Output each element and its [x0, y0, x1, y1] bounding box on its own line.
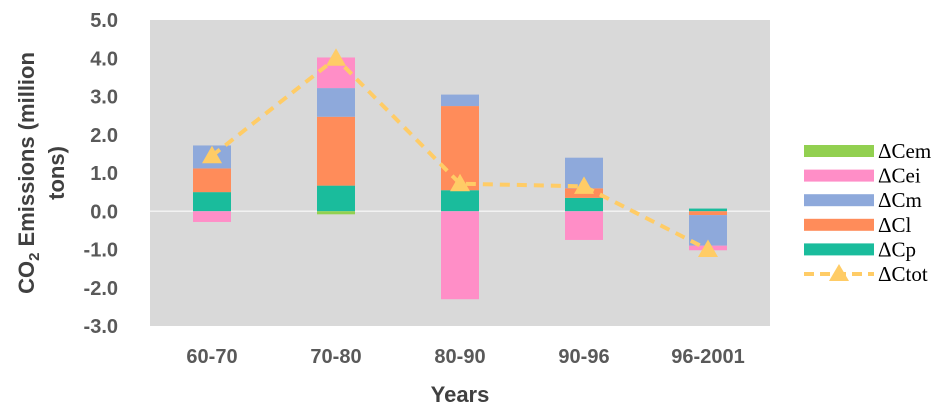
legend-label: ΔCei [878, 164, 921, 188]
y-axis-title-main: CO [14, 261, 39, 294]
total-line-path [210, 55, 709, 252]
total-point [202, 145, 222, 164]
legend-label: ΔCp [878, 237, 916, 261]
legend-swatch [804, 194, 874, 207]
bar-segment [565, 211, 603, 240]
total-point [326, 48, 346, 66]
bar-segment [317, 185, 355, 212]
y-tick-label: 4.0 [90, 48, 118, 70]
x-tick-label: 80-90 [434, 346, 485, 368]
total-line [202, 48, 718, 257]
bar-segment [317, 88, 355, 117]
bar-segment [441, 94, 479, 107]
bar-segment [317, 116, 355, 186]
legend-swatch [804, 218, 874, 231]
legend-label: ΔCem [878, 139, 931, 163]
x-tick-label: 96-2001 [671, 346, 744, 368]
x-tick-label: 90-96 [558, 346, 609, 368]
y-tick-label: -1.0 [84, 240, 118, 262]
y-axis-title-rest: Emissions (million [14, 52, 39, 252]
y-tick-label: 1.0 [90, 163, 118, 185]
bar-segment [441, 211, 479, 300]
y-tick-label: 2.0 [90, 125, 118, 147]
x-axis-ticks: 60-70 70-80 80-90 90-96 96-2001 [186, 346, 744, 368]
legend-label: ΔCm [878, 188, 922, 212]
y-tick-label: 0.0 [90, 201, 118, 223]
bar-segment [193, 168, 231, 193]
x-tick-label: 60-70 [186, 346, 237, 368]
y-tick-label: 3.0 [90, 87, 118, 109]
y-axis-title-line2: tons) [44, 146, 69, 200]
legend-swatch [804, 145, 874, 157]
bar-segment [441, 190, 479, 212]
total-point [574, 176, 594, 194]
y-tick-label: 5.0 [90, 10, 118, 32]
bar-segment [565, 197, 603, 212]
bars [193, 57, 727, 300]
bar-segment [317, 211, 355, 215]
y-tick-label: -2.0 [84, 278, 118, 300]
y-axis-title: CO2 Emissions (million tons) [14, 52, 69, 294]
y-axis-title-subscript: 2 [26, 253, 43, 261]
legend-swatch [804, 169, 874, 182]
y-tick-label: -3.0 [84, 316, 118, 338]
bar-segment [689, 208, 727, 212]
x-axis-title: Years [431, 382, 490, 407]
legend-label: ΔCl [878, 213, 912, 237]
x-tick-label: 70-80 [310, 346, 361, 368]
y-axis-ticks: -3.0 -2.0 -1.0 0.0 1.0 2.0 3.0 4.0 5.0 [84, 10, 118, 338]
legend-swatch [804, 243, 874, 256]
bar-segment [193, 211, 231, 222]
legend-line-marker [829, 264, 849, 281]
bar-segment [193, 192, 231, 212]
total-point [698, 239, 718, 257]
total-point [450, 173, 470, 192]
legend-label: ΔCtot [878, 262, 928, 286]
bar-segment [689, 211, 727, 216]
svg-text:CO2 Emissions (million: CO2 Emissions (million [14, 52, 43, 294]
